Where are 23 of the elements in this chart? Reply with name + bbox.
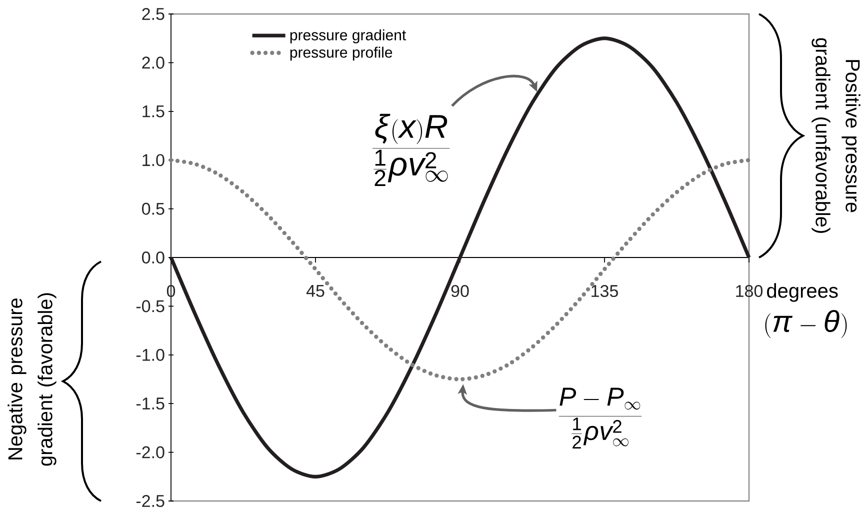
y-tick-label: 2.0: [142, 56, 164, 69]
x-axis-title: degrees: [767, 283, 838, 302]
y-tick-label: 0.5: [142, 202, 164, 215]
x-tick-label: 180: [736, 285, 763, 298]
x-tick-label: 135: [592, 285, 618, 298]
x-tick-label: 90: [451, 285, 469, 298]
y-tick-label: 2.5: [142, 8, 164, 20]
y-tick-label: -2.5: [136, 494, 164, 508]
text: $(\pi-\theta)$: [765, 310, 847, 338]
annotation: $\frac{\xi(x)R}{\frac{1}{2}\rho v_{\infty}^{2}}$: [372, 114, 450, 186]
y-tick-label: -0.5: [136, 300, 164, 312]
y-tick-label: -2.0: [136, 446, 164, 458]
legend-label: pressure profile: [290, 46, 392, 61]
annotation: $\frac{P-P_{\infty}}{\frac{1}{2}\rho v_{\infty}^{2}}$: [558, 388, 642, 448]
text: Positive pressure gradient (unfavorable): [812, 38, 860, 233]
legend-label: pressure gradient: [290, 29, 406, 44]
y-tick-label: 1.0: [142, 154, 164, 166]
y-tick-label: -1.0: [136, 348, 164, 361]
y-tick-label: -1.5: [136, 398, 164, 410]
text: Negative pressure gradient (favorable): [8, 293, 56, 466]
y-tick-label: 0.0: [142, 251, 164, 264]
x-tick-label: 45: [306, 285, 324, 297]
y-tick-label: 1.5: [142, 105, 164, 118]
